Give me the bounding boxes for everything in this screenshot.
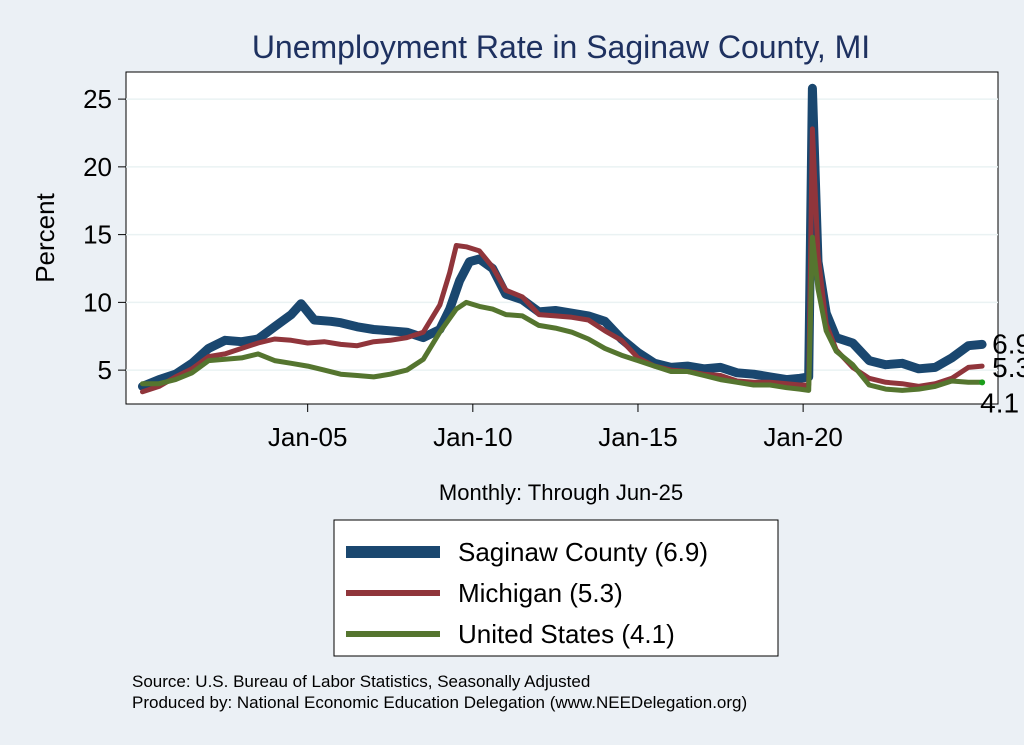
chart-title: Unemployment Rate in Saginaw County, MI: [252, 29, 870, 65]
y-tick-label-0: 5: [98, 355, 112, 385]
end-labels: 6.95.3 4.1: [979, 328, 1024, 418]
end-label-2: 4.1: [980, 387, 1019, 418]
end-label-0: 6.9: [992, 328, 1024, 359]
y-tick-label-4: 25: [83, 84, 112, 114]
y-axis-ticks: 5 10 15 20 25: [83, 84, 126, 385]
legend: Saginaw County (6.9) Michigan (5.3) United…: [346, 537, 708, 649]
x-tick-label-2: Jan-15: [598, 422, 678, 452]
legend-label-1: Michigan (5.3): [458, 578, 623, 608]
x-axis-label: Monthly: Through Jun-25: [439, 480, 683, 505]
series-line-0: [138, 83, 987, 391]
series-lines: [138, 83, 987, 395]
end-label-1: 5.3: [992, 352, 1024, 383]
x-tick-label-1: Jan-10: [433, 422, 513, 452]
source-note: Source: U.S. Bureau of Labor Statistics,…: [132, 672, 591, 691]
x-tick-label-0: Jan-05: [268, 422, 348, 452]
x-tick-label-3: Jan-20: [763, 422, 843, 452]
producer-note: Produced by: National Economic Education…: [132, 693, 748, 712]
y-tick-label-2: 15: [83, 220, 112, 250]
legend-label-0: Saginaw County (6.9): [458, 537, 708, 567]
y-tick-label-1: 10: [83, 287, 112, 317]
us-end-marker: [979, 379, 986, 386]
y-axis-label: Percent: [30, 192, 60, 282]
series-line-2: [140, 234, 985, 393]
x-axis-ticks: Jan-05 Jan-10 Jan-15 Jan-20: [268, 404, 843, 452]
y-tick-label-3: 20: [83, 152, 112, 182]
legend-label-2: United States (4.1): [458, 619, 675, 649]
